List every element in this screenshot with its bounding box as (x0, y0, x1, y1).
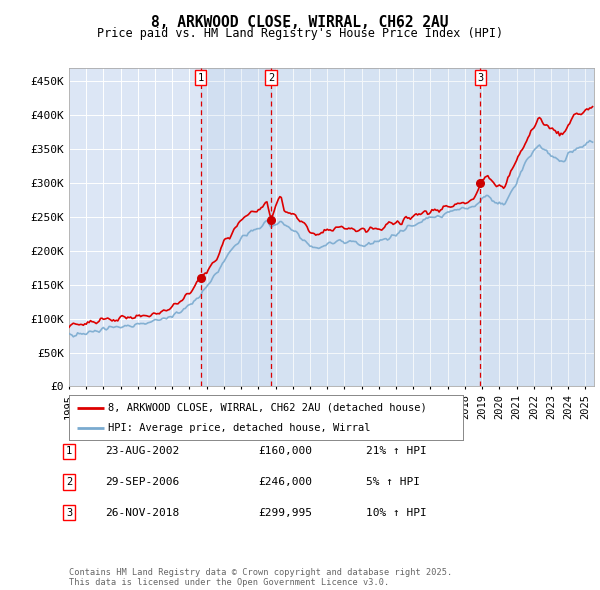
Text: 2: 2 (268, 73, 274, 83)
Text: 1: 1 (66, 447, 72, 456)
Text: 1: 1 (197, 73, 204, 83)
Text: 3: 3 (66, 508, 72, 517)
Text: Contains HM Land Registry data © Crown copyright and database right 2025.
This d: Contains HM Land Registry data © Crown c… (69, 568, 452, 587)
Text: 3: 3 (477, 73, 484, 83)
Text: 8, ARKWOOD CLOSE, WIRRAL, CH62 2AU: 8, ARKWOOD CLOSE, WIRRAL, CH62 2AU (151, 15, 449, 30)
Text: 2: 2 (66, 477, 72, 487)
Bar (200, 68, 271, 386)
Text: £299,995: £299,995 (258, 508, 312, 517)
Text: £246,000: £246,000 (258, 477, 312, 487)
Text: 26-NOV-2018: 26-NOV-2018 (105, 508, 179, 517)
Text: 10% ↑ HPI: 10% ↑ HPI (366, 508, 427, 517)
Text: Price paid vs. HM Land Registry's House Price Index (HPI): Price paid vs. HM Land Registry's House … (97, 27, 503, 40)
Text: 29-SEP-2006: 29-SEP-2006 (105, 477, 179, 487)
Bar (271, 68, 481, 386)
Text: HPI: Average price, detached house, Wirral: HPI: Average price, detached house, Wirr… (109, 423, 371, 433)
Text: £160,000: £160,000 (258, 447, 312, 456)
Text: 23-AUG-2002: 23-AUG-2002 (105, 447, 179, 456)
Bar (481, 68, 594, 386)
Text: 21% ↑ HPI: 21% ↑ HPI (366, 447, 427, 456)
Text: 5% ↑ HPI: 5% ↑ HPI (366, 477, 420, 487)
Text: 8, ARKWOOD CLOSE, WIRRAL, CH62 2AU (detached house): 8, ARKWOOD CLOSE, WIRRAL, CH62 2AU (deta… (109, 403, 427, 412)
